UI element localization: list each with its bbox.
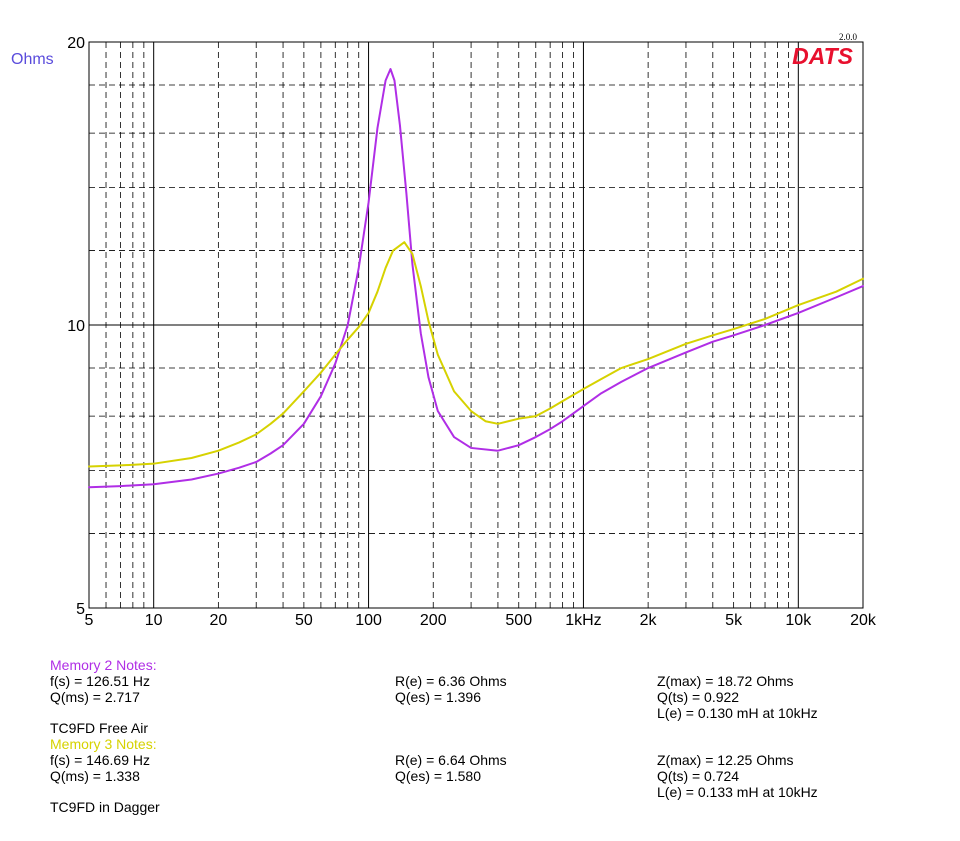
x-tick-label: 5k (725, 612, 743, 629)
y-tick-label: 10 (67, 318, 85, 335)
x-tick-label: 10k (785, 612, 812, 629)
memory2-zmax: Z(max) = 18.72 Ohms (657, 673, 794, 689)
memory3-qts: Q(ts) = 0.724 (657, 768, 740, 784)
memory3-qes: Q(es) = 1.580 (395, 768, 481, 784)
memory2-fs: f(s) = 126.51 Hz (50, 673, 150, 689)
series-layer (88, 68, 864, 489)
memory3-zmax: Z(max) = 12.25 Ohms (657, 752, 794, 768)
memory3-le: L(e) = 0.133 mH at 10kHz (657, 784, 818, 800)
memory3-qms: Q(ms) = 1.338 (50, 768, 140, 784)
memory3-fs: f(s) = 146.69 Hz (50, 752, 150, 768)
memory2-qts: Q(ts) = 0.922 (657, 689, 740, 705)
memory2-re: R(e) = 6.36 Ohms (395, 673, 507, 689)
y-tick-label: 20 (67, 35, 85, 52)
x-tick-label: 1kHz (565, 612, 601, 629)
dats-version: 2.0.0 (839, 32, 858, 42)
x-tick-label: 2k (640, 612, 658, 629)
memory3-re: R(e) = 6.64 Ohms (395, 752, 507, 768)
series-line-memory-2 (88, 68, 864, 489)
dats-logo: DATS (792, 43, 854, 69)
memory2-qms: Q(ms) = 2.717 (50, 689, 140, 705)
major-grid (89, 42, 863, 608)
x-tick-label: 20 (209, 612, 227, 629)
x-tick-label: 100 (355, 612, 382, 629)
memory2-qes: Q(es) = 1.396 (395, 689, 481, 705)
x-tick-label: 50 (295, 612, 313, 629)
memory2-description: TC9FD Free Air (50, 720, 149, 736)
x-tick-label: 5 (85, 612, 94, 629)
impedance-chart: 5 10 20 50 100 200 500 1kHz 2k 5k 10k 20k 5 10 20 Ohm… (11, 32, 877, 629)
y-axis-label: Ohms (11, 51, 54, 68)
y-tick-labels: 5 10 20 (67, 35, 85, 618)
series-line-memory-3 (88, 241, 864, 468)
memory3-notes-title: Memory 3 Notes: (50, 736, 157, 752)
x-tick-label: 500 (505, 612, 532, 629)
x-tick-label: 20k (850, 612, 877, 629)
x-tick-label: 10 (145, 612, 163, 629)
y-tick-label: 5 (76, 601, 85, 618)
x-tick-label: 200 (420, 612, 447, 629)
memory2-notes-title: Memory 2 Notes: (50, 657, 157, 673)
memory2-le: L(e) = 0.130 mH at 10kHz (657, 705, 818, 721)
memory3-description: TC9FD in Dagger (50, 799, 160, 815)
x-tick-labels: 5 10 20 50 100 200 500 1kHz 2k 5k 10k 20k (85, 612, 877, 629)
plot-frame (88, 41, 864, 609)
